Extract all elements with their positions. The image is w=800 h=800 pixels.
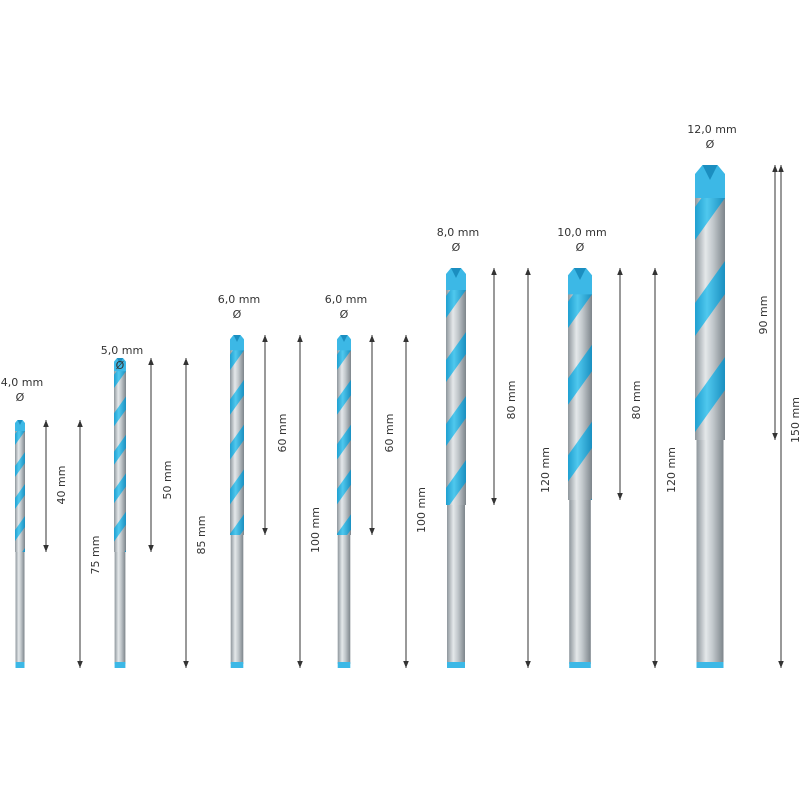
spiral-band [114,368,126,388]
carbide-tip [568,268,592,295]
spiral-band [230,347,244,370]
working-length-label: 50 mm [161,461,174,500]
shank-end [696,662,724,668]
total-length-label: 120 mm [665,447,678,493]
spiral-band [114,511,126,542]
spiral [446,286,466,505]
spiral-band [230,379,244,415]
spiral-band [15,452,25,477]
carbide-tip [230,335,244,351]
spiral-band [446,286,466,318]
spiral-band [337,514,351,535]
carbide-tip [337,335,351,351]
diameter-label: 5,0 mm [101,344,143,357]
spiral [695,192,725,432]
drill-bit [15,420,25,668]
drill-bit [568,268,592,668]
spiral-band [590,498,592,500]
drill-bit [114,358,126,668]
tip-facet [340,335,348,342]
spiral-band [230,469,244,505]
diameter-symbol: Ø [16,391,25,404]
spiral-band [114,473,126,504]
spiral-band [337,347,351,370]
spiral [568,289,592,500]
flute-body [15,429,25,552]
working-length-label: 60 mm [276,414,289,453]
spiral [230,347,244,535]
shank-end [114,662,126,668]
working-length-label: 40 mm [55,466,68,505]
total-length-label: 100 mm [309,507,322,553]
spiral-band [15,516,25,541]
drill-bit [446,268,466,668]
spiral [15,429,25,552]
working-length-label: 80 mm [505,381,518,420]
spiral-band [695,357,725,432]
spiral-band [568,289,592,328]
diameter-label: 12,0 mm [687,123,736,136]
diameter-label: 6,0 mm [218,293,260,306]
working-length-label: 60 mm [383,414,396,453]
drill-bit [230,335,244,668]
spiral-band [337,469,351,505]
carbide-tip [695,165,725,198]
tip-facet [233,335,241,342]
drill-bit [695,165,725,668]
spiral-band [114,396,126,427]
spiral-band [114,434,126,465]
spiral [337,347,351,535]
working-length-label: 90 mm [757,296,770,335]
spiral-band [124,550,126,552]
diameter-symbol: Ø [576,241,585,254]
spiral-band [446,396,466,446]
spiral-band [22,548,25,552]
working-length-label: 80 mm [630,381,643,420]
spiral-band [695,192,725,240]
diameter-symbol: Ø [706,138,715,151]
total-length-label: 120 mm [539,447,552,493]
spiral-band [337,424,351,460]
total-length-label: 150 mm [789,397,800,443]
diameter-symbol: Ø [116,359,125,372]
carbide-tip [15,420,25,431]
diameter-label: 4,0 mm [1,376,43,389]
diameter-label: 6,0 mm [325,293,367,306]
spiral-band [446,332,466,382]
carbide-tip [446,268,466,290]
diameter-label: 10,0 mm [557,226,606,239]
spiral-band [15,484,25,509]
diameter-symbol: Ø [452,241,461,254]
tip-facet [451,268,461,278]
diameter-label: 8,0 mm [437,226,479,239]
tip-facet [17,420,23,425]
total-length-label: 100 mm [415,487,428,533]
tip-facet [702,165,718,180]
shank-end [337,662,351,668]
spiral-band [568,344,592,405]
spiral-band [568,421,592,482]
tip-facet [117,358,123,364]
spiral [114,368,126,552]
spiral-band [230,514,244,535]
spiral-band [446,460,466,505]
carbide-tip [114,358,126,372]
diameter-symbol: Ø [340,308,349,321]
diameter-symbol: Ø [233,308,242,321]
total-length-label: 85 mm [195,516,208,555]
shank-end [230,662,244,668]
tip-facet [574,268,586,280]
spiral-band [230,424,244,460]
spiral-band [15,429,25,445]
spiral-band [695,261,725,336]
total-length-label: 75 mm [89,536,102,575]
shank-end [569,662,591,668]
spiral-band [337,379,351,415]
shank-end [15,662,25,668]
drill-bit [337,335,351,668]
shank-end [447,662,465,668]
